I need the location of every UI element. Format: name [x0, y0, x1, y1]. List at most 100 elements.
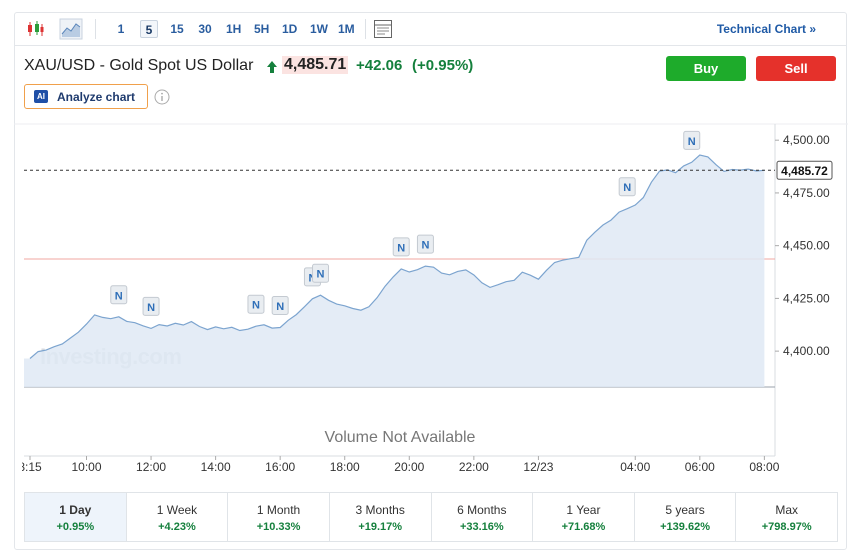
price-line: [29, 154, 765, 359]
period-tab[interactable]: 1 Month +10.33%: [228, 493, 330, 541]
period-label: Max: [775, 503, 799, 517]
x-tick-label: 14:00: [201, 460, 231, 474]
layout-icon[interactable]: [373, 19, 393, 39]
period-change: +10.33%: [256, 521, 301, 533]
period-label: 5 years: [665, 503, 705, 517]
widget-frame: [14, 12, 847, 550]
news-marker-box: [416, 234, 434, 254]
news-marker-box: [683, 130, 701, 150]
news-marker-label: N: [688, 136, 696, 148]
price-area: [24, 155, 765, 387]
x-tick-label: 18:00: [330, 460, 360, 474]
period-tab[interactable]: 6 Months +33.16%: [432, 493, 534, 541]
info-icon[interactable]: [154, 89, 170, 105]
interval-button[interactable]: 1H: [226, 22, 242, 36]
y-tick-label: 4,400.00: [783, 344, 830, 358]
news-marker-box: [618, 177, 636, 197]
x-tick-label: 06:00: [685, 460, 715, 474]
period-tab[interactable]: 1 Day +0.95%: [25, 493, 127, 541]
interval-button[interactable]: 5: [140, 20, 158, 38]
y-tick-label: 4,500.00: [783, 133, 830, 147]
x-tick-label: 04:00: [620, 460, 650, 474]
period-label: 3 Months: [355, 503, 405, 517]
news-marker-box: [312, 263, 330, 283]
period-tab[interactable]: 3 Months +19.17%: [330, 493, 432, 541]
up-arrow: [267, 61, 277, 73]
period-tab[interactable]: 1 Year +71.68%: [533, 493, 635, 541]
period-tabs: 1 Day +0.95% 1 Week +4.23% 1 Month +10.33% 3 M…: [24, 492, 838, 542]
chart: Investing.com Volume Not Available 4,400…: [14, 123, 848, 474]
period-label: 1 Week: [156, 503, 198, 517]
toolbar: 1 5 15 30 1H 5H 1D 1W 1M Technical Chart »: [15, 13, 846, 46]
news-marker-label: N: [252, 300, 260, 312]
separator: [95, 19, 96, 39]
news-marker[interactable]: N: [247, 294, 265, 314]
news-marker-box: [392, 237, 410, 257]
interval-button[interactable]: 1D: [282, 22, 298, 36]
sell-button[interactable]: Sell: [756, 56, 836, 81]
news-marker[interactable]: N: [618, 177, 636, 197]
x-tick-label: 12:00: [136, 460, 166, 474]
period-change: +0.95%: [56, 521, 95, 533]
period-label: 1 Month: [256, 503, 301, 517]
period-tab[interactable]: 1 Week +4.23%: [127, 493, 229, 541]
period-label: 1 Year: [566, 503, 601, 517]
interval-button[interactable]: 1: [117, 22, 125, 36]
x-tick-label: 08:00: [749, 460, 779, 474]
news-marker-label: N: [276, 301, 284, 313]
x-axis-labels: 8:15 10:00 12:00 14:00 16:00 18:00 20:00 22:00 1…: [22, 456, 780, 474]
period-change: +71.68%: [561, 521, 606, 533]
interval-button[interactable]: 1M: [338, 22, 355, 36]
period-tab[interactable]: 5 years +139.62%: [635, 493, 737, 541]
separator: [365, 19, 366, 39]
interval-button[interactable]: 15: [170, 22, 184, 36]
analyze-label: Analyze chart: [57, 90, 136, 104]
last-price-label: 4,485.72: [781, 164, 828, 178]
news-marker-box: [110, 285, 128, 305]
y-tick-label: 4,450.00: [783, 239, 830, 253]
news-marker-label: N: [115, 290, 123, 302]
news-marker-box: [247, 294, 265, 314]
period-change: +4.23%: [158, 521, 196, 533]
news-marker[interactable]: N: [416, 234, 434, 254]
x-tick-label: 16:00: [265, 460, 295, 474]
news-marker-box: [271, 296, 289, 316]
interval-button[interactable]: 5H: [254, 22, 270, 36]
news-marker-label: N: [397, 242, 405, 254]
ai-badge: AI: [34, 90, 48, 103]
news-marker-label: N: [623, 182, 631, 194]
news-marker[interactable]: N: [392, 237, 410, 257]
interval-button[interactable]: 1W: [310, 22, 328, 36]
last-price-box: [776, 160, 833, 180]
y-tick-label: 4,425.00: [783, 291, 830, 305]
period-label: 1 Day: [59, 503, 92, 517]
technical-chart-link[interactable]: Technical Chart »: [716, 22, 816, 36]
news-marker[interactable]: N: [683, 130, 701, 150]
period-change: +139.62%: [660, 521, 710, 533]
x-tick-label: 12/23: [523, 460, 553, 474]
period-tab[interactable]: Max +798.97%: [736, 493, 837, 541]
buy-button[interactable]: Buy: [666, 56, 746, 81]
interval-button[interactable]: 30: [198, 22, 212, 36]
x-tick-label: 20:00: [394, 460, 424, 474]
candles-icon[interactable]: [25, 19, 45, 39]
news-marker-label: N: [421, 240, 429, 252]
news-marker-label: N: [147, 302, 155, 314]
news-marker[interactable]: N: [312, 263, 330, 283]
x-tick-label: 22:00: [459, 460, 489, 474]
x-tick-label: 10:00: [71, 460, 101, 474]
news-marker-label: N: [317, 269, 325, 281]
volume-note: Volume Not Available: [325, 429, 476, 446]
news-marker[interactable]: N: [271, 296, 289, 316]
y-tick-label: 4,475.00: [783, 186, 830, 200]
area-icon[interactable]: [59, 18, 83, 40]
analyze-button[interactable]: AI Analyze chart: [24, 84, 148, 109]
period-change: +798.97%: [761, 521, 812, 533]
last-price: 4,485.71: [282, 56, 349, 74]
instrument-name: XAU/USD - Gold Spot US Dollar: [24, 57, 254, 74]
news-marker[interactable]: N: [110, 285, 128, 305]
news-marker[interactable]: N: [142, 296, 160, 316]
period-label: 6 Months: [457, 503, 507, 517]
price-change: +42.06: [356, 57, 403, 74]
